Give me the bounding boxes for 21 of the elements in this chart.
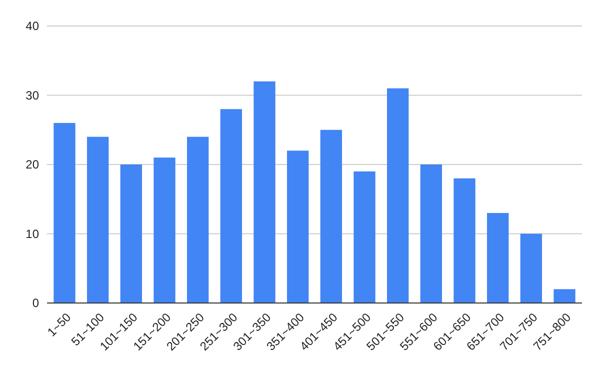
bar: [487, 212, 509, 303]
y-tick-label: 30: [26, 88, 40, 102]
bar: [254, 81, 276, 303]
y-tick-label: 40: [26, 19, 40, 34]
bar: [387, 88, 409, 303]
y-tick-label: 0: [32, 296, 40, 310]
bar: [454, 178, 476, 303]
bar: [520, 234, 542, 303]
bar: [154, 158, 176, 303]
bar: [87, 136, 109, 303]
bar: [320, 130, 342, 303]
y-tick-label: 20: [26, 158, 40, 172]
y-tick-label: 10: [26, 226, 40, 241]
bar: [220, 109, 242, 303]
bar: [187, 136, 209, 303]
bar: [420, 164, 442, 303]
bar: [120, 164, 142, 303]
bar: [287, 150, 309, 303]
bar: [354, 171, 376, 303]
bar: [554, 289, 576, 303]
bar: [54, 122, 76, 303]
